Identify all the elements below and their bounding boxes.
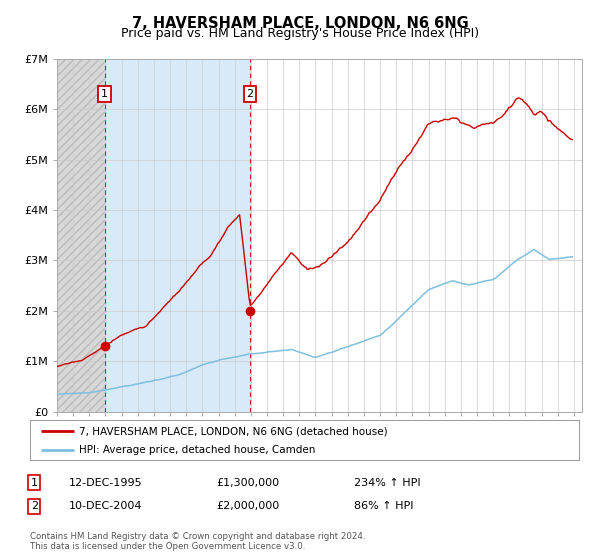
Bar <box>57 59 104 412</box>
Text: £1,300,000: £1,300,000 <box>216 478 279 488</box>
Text: 234% ↑ HPI: 234% ↑ HPI <box>354 478 421 488</box>
Bar <box>57 59 104 412</box>
Bar <box>104 59 250 412</box>
Text: 2: 2 <box>247 89 254 99</box>
Text: 12-DEC-1995: 12-DEC-1995 <box>69 478 143 488</box>
Text: 10-DEC-2004: 10-DEC-2004 <box>69 501 143 511</box>
Text: 7, HAVERSHAM PLACE, LONDON, N6 6NG (detached house): 7, HAVERSHAM PLACE, LONDON, N6 6NG (deta… <box>79 426 388 436</box>
Text: 1: 1 <box>31 478 38 488</box>
Text: 7, HAVERSHAM PLACE, LONDON, N6 6NG: 7, HAVERSHAM PLACE, LONDON, N6 6NG <box>131 16 469 31</box>
Text: Contains HM Land Registry data © Crown copyright and database right 2024.
This d: Contains HM Land Registry data © Crown c… <box>30 532 365 552</box>
Text: 2: 2 <box>31 501 38 511</box>
Text: 86% ↑ HPI: 86% ↑ HPI <box>354 501 413 511</box>
Text: 1: 1 <box>101 89 108 99</box>
Text: £2,000,000: £2,000,000 <box>216 501 279 511</box>
Text: Price paid vs. HM Land Registry's House Price Index (HPI): Price paid vs. HM Land Registry's House … <box>121 27 479 40</box>
Text: HPI: Average price, detached house, Camden: HPI: Average price, detached house, Camd… <box>79 445 316 455</box>
